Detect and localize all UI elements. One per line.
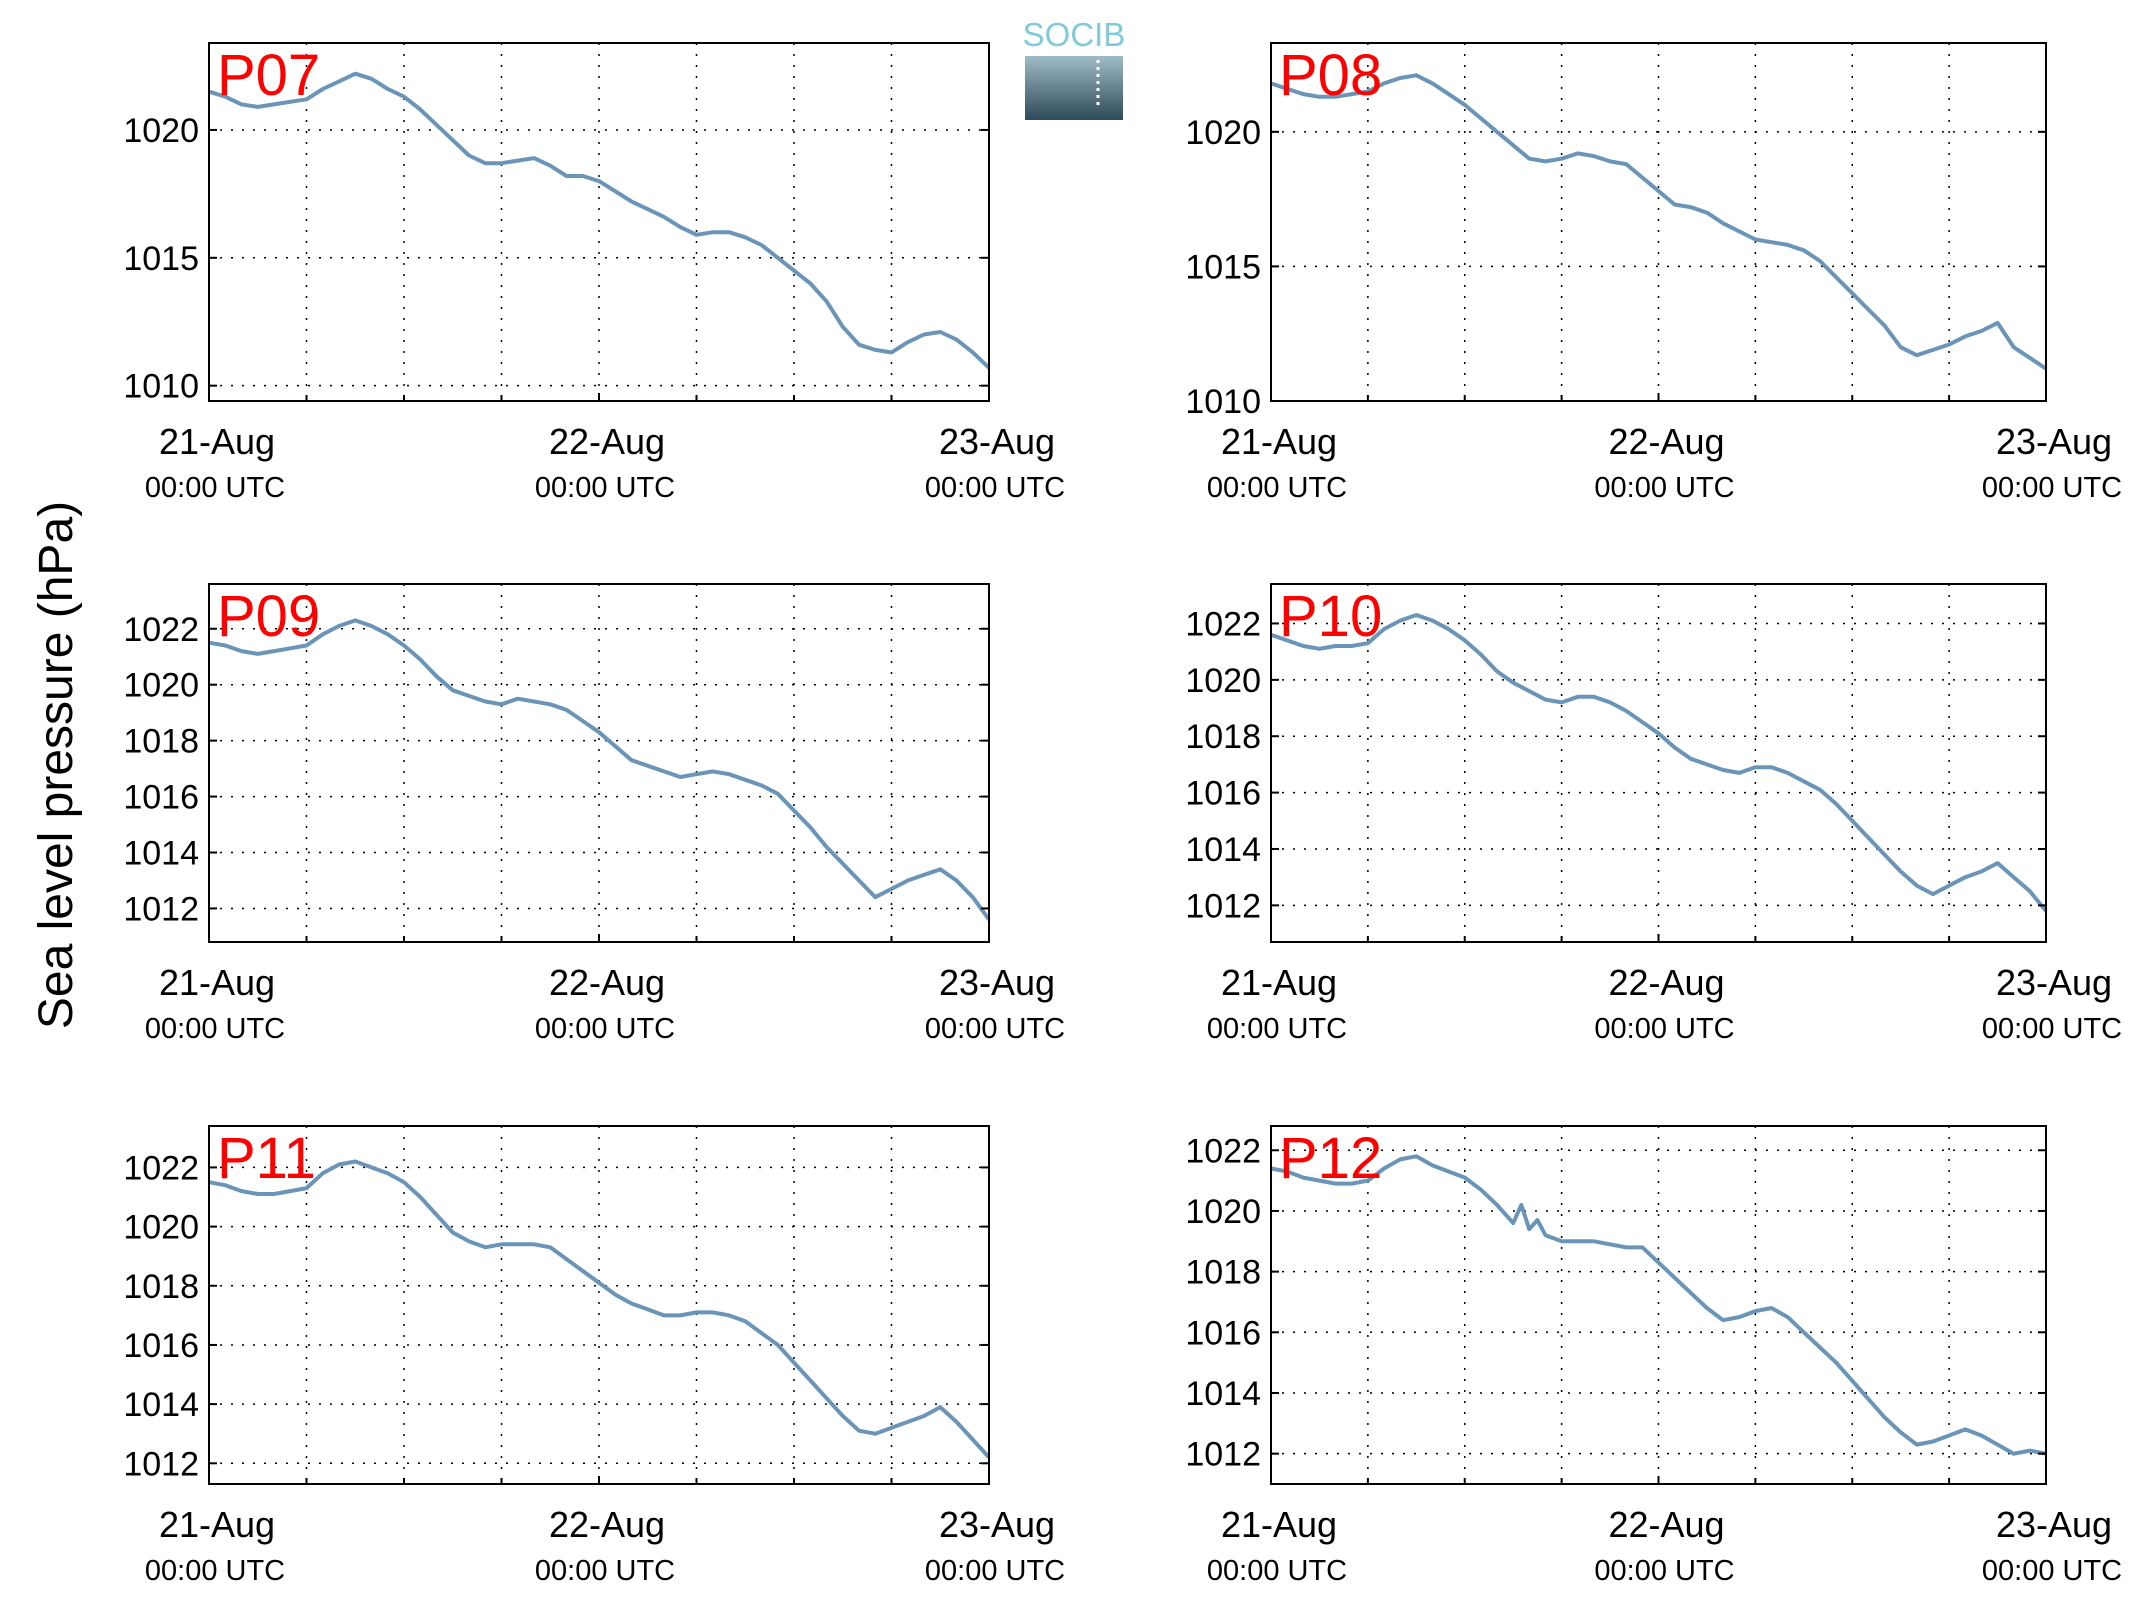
x-tick-date: 23-Aug [1996, 962, 2112, 1003]
y-tick-label: 1020 [1185, 1193, 1261, 1231]
socib-logo: SOCIB [1023, 16, 1126, 120]
y-tick-label: 1015 [1185, 248, 1261, 286]
y-tick-label: 1018 [123, 723, 199, 761]
x-tick-date: 23-Aug [1996, 1504, 2112, 1545]
x-tick-time: 00:00 UTC [535, 1013, 675, 1045]
pressure-line-P10 [1270, 613, 2048, 913]
x-tick-date: 21-Aug [1221, 962, 1337, 1003]
panels: 1010 1015 1020 21-Aug 00:00 UTC 22-Aug 00:00 U… [123, 42, 2122, 1587]
x-tick-time: 00:00 UTC [535, 472, 675, 504]
y-tick-label: 1020 [123, 667, 199, 705]
chart-panel-P10: 1012 1014 1016 1018 1020 1022 21-Aug 00:00 UTC 2… [1185, 583, 2122, 1045]
y-tick-label: 1014 [123, 1386, 199, 1424]
y-tick-label: 1014 [1185, 1375, 1261, 1413]
x-tick-time: 00:00 UTC [145, 472, 285, 504]
chart-panel-P12: 1012 1014 1016 1018 1020 1022 21-Aug 00:00 UTC 2… [1185, 1125, 2122, 1587]
y-tick-label: 1020 [123, 112, 199, 150]
x-tick-date: 22-Aug [1608, 421, 1724, 462]
y-tick-label: 1015 [123, 240, 199, 278]
y-tick-label: 1018 [1185, 718, 1261, 756]
x-tick-date: 22-Aug [549, 962, 665, 1003]
pressure-line-P11 [208, 1159, 991, 1459]
x-tick-time: 00:00 UTC [925, 1013, 1065, 1045]
x-tick-time: 00:00 UTC [925, 472, 1065, 504]
y-tick-label: 1010 [1185, 383, 1261, 421]
chart-panel-P09: 1012 1014 1016 1018 1020 1022 21-Aug 00:00 UTC 2… [123, 583, 1065, 1045]
y-tick-label: 1016 [123, 1327, 199, 1365]
x-tick-time: 00:00 UTC [1594, 1013, 1734, 1045]
y-tick-label: 1014 [1185, 831, 1261, 869]
x-tick-date: 21-Aug [159, 1504, 275, 1545]
x-tick-time: 00:00 UTC [1982, 472, 2122, 504]
y-tick-label: 1016 [1185, 1314, 1261, 1352]
chart-panel-P11: 1012 1014 1016 1018 1020 1022 21-Aug 00:00 UTC 2… [123, 1125, 1065, 1587]
x-tick-date: 23-Aug [1996, 421, 2112, 462]
axes-frame [1270, 1125, 2047, 1485]
pressure-line-P07 [208, 71, 991, 370]
x-tick-time: 00:00 UTC [925, 1555, 1065, 1587]
x-tick-date: 22-Aug [1608, 1504, 1724, 1545]
chart-panel-P08: 1010 1015 1020 21-Aug 00:00 UTC 22-Aug 00:00 U… [1185, 42, 2122, 504]
axes-frame [208, 1125, 990, 1485]
x-tick-time: 00:00 UTC [1207, 472, 1347, 504]
x-tick-date: 23-Aug [939, 1504, 1055, 1545]
x-tick-date: 22-Aug [1608, 962, 1724, 1003]
panel-label: P11 [217, 1126, 316, 1191]
pressure-line-P09 [208, 618, 991, 921]
panel-label: P12 [1279, 1126, 1382, 1191]
panel-label: P07 [217, 43, 320, 108]
panel-label: P08 [1279, 43, 1382, 108]
x-tick-date: 21-Aug [159, 421, 275, 462]
x-tick-time: 00:00 UTC [1594, 1555, 1734, 1587]
pressure-line-P12 [1270, 1154, 2047, 1456]
x-tick-time: 00:00 UTC [1594, 472, 1734, 504]
x-tick-date: 23-Aug [939, 962, 1055, 1003]
logo-background [1025, 56, 1123, 120]
y-tick-label: 1016 [123, 779, 199, 817]
y-tick-label: 1018 [123, 1268, 199, 1306]
y-tick-label: 1020 [1185, 662, 1261, 700]
axes-frame [1270, 583, 2047, 943]
y-tick-label: 1018 [1185, 1254, 1261, 1292]
x-tick-date: 22-Aug [549, 1504, 665, 1545]
y-tick-label: 1010 [123, 368, 199, 406]
y-tick-label: 1022 [123, 1149, 199, 1187]
y-axis-label: Sea level pressure (hPa) [30, 501, 83, 1029]
x-tick-time: 00:00 UTC [1982, 1555, 2122, 1587]
y-tick-label: 1012 [1185, 887, 1261, 925]
logo-text: SOCIB [1023, 16, 1126, 53]
y-tick-label: 1022 [123, 611, 199, 649]
x-tick-time: 00:00 UTC [1982, 1013, 2122, 1045]
y-tick-label: 1012 [123, 1445, 199, 1483]
axes-frame [1270, 42, 2047, 402]
y-tick-label: 1012 [123, 890, 199, 928]
panel-label: P10 [1279, 584, 1382, 649]
x-tick-time: 00:00 UTC [145, 1555, 285, 1587]
x-tick-time: 00:00 UTC [535, 1555, 675, 1587]
x-tick-date: 21-Aug [1221, 421, 1337, 462]
y-tick-label: 1014 [123, 835, 199, 873]
x-tick-time: 00:00 UTC [1207, 1013, 1347, 1045]
y-tick-label: 1022 [1185, 1132, 1261, 1170]
chart-panel-P07: 1010 1015 1020 21-Aug 00:00 UTC 22-Aug 00:00 U… [123, 42, 1065, 504]
x-tick-date: 23-Aug [939, 421, 1055, 462]
x-tick-time: 00:00 UTC [1207, 1555, 1347, 1587]
y-tick-label: 1016 [1185, 775, 1261, 813]
x-tick-date: 21-Aug [1221, 1504, 1337, 1545]
axes-frame [208, 583, 990, 943]
x-tick-time: 00:00 UTC [145, 1013, 285, 1045]
x-tick-date: 21-Aug [159, 962, 275, 1003]
panel-label: P09 [217, 584, 320, 649]
x-tick-date: 22-Aug [549, 421, 665, 462]
pressure-line-P08 [1270, 73, 2048, 371]
y-tick-label: 1020 [123, 1209, 199, 1247]
y-tick-label: 1022 [1185, 605, 1261, 643]
y-tick-label: 1020 [1185, 114, 1261, 152]
y-tick-label: 1012 [1185, 1436, 1261, 1474]
